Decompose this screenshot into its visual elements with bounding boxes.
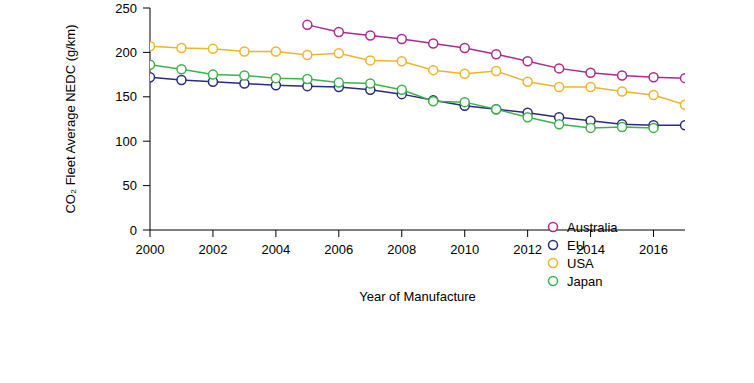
svg-text:2014: 2014	[576, 242, 605, 257]
svg-text:2006: 2006	[324, 242, 353, 257]
svg-text:Year of Manufacture: Year of Manufacture	[359, 289, 476, 304]
svg-text:2000: 2000	[136, 242, 165, 257]
svg-text:2016: 2016	[639, 242, 668, 257]
svg-text:150: 150	[115, 89, 137, 104]
svg-text:50: 50	[123, 178, 137, 193]
svg-text:2002: 2002	[198, 242, 227, 257]
svg-text:100: 100	[115, 134, 137, 149]
svg-text:2010: 2010	[450, 242, 479, 257]
svg-text:2008: 2008	[387, 242, 416, 257]
svg-text:0: 0	[130, 223, 137, 238]
svg-text:200: 200	[115, 45, 137, 60]
svg-text:2004: 2004	[261, 242, 290, 257]
svg-text:250: 250	[115, 1, 137, 16]
svg-text:CO₂ Fleet Average NEDC (g/km): CO₂ Fleet Average NEDC (g/km)	[63, 24, 78, 213]
svg-text:2012: 2012	[513, 242, 542, 257]
